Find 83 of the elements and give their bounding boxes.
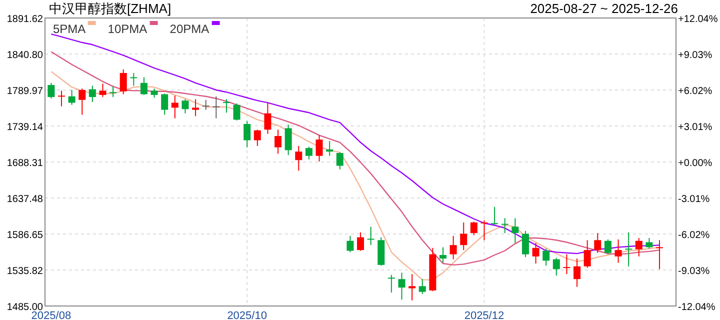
candlestick xyxy=(284,124,292,156)
x-tick-label: 2025/08 xyxy=(31,310,72,320)
candlestick xyxy=(388,274,395,294)
y-tick-label: 1891.62 xyxy=(6,14,44,25)
candlestick xyxy=(202,99,210,110)
candlestick xyxy=(346,235,354,253)
candlestick xyxy=(604,238,612,255)
candlestick xyxy=(336,152,344,170)
candlestick xyxy=(305,146,312,160)
candlestick xyxy=(244,120,251,148)
candlestick xyxy=(614,238,622,264)
candlestick xyxy=(656,240,664,270)
candlestick xyxy=(584,240,591,268)
candlestick xyxy=(58,90,65,107)
candlestick xyxy=(522,230,529,258)
y-tick-label: 1789.97 xyxy=(6,86,44,97)
candlestick xyxy=(408,274,416,301)
candlestick xyxy=(233,102,240,121)
candlestick xyxy=(552,257,560,276)
candlestick xyxy=(161,93,168,116)
y-tick-label: 1739.14 xyxy=(6,122,44,133)
candlestick xyxy=(594,232,602,254)
candlestick xyxy=(316,134,323,162)
y2-tick-label: +12.04% xyxy=(678,14,718,25)
candlestick xyxy=(182,98,189,114)
candlestick xyxy=(140,76,148,96)
candlestick xyxy=(470,221,478,236)
y-tick-label: 1637.48 xyxy=(6,194,44,205)
candlestick xyxy=(130,72,138,86)
candlestick xyxy=(48,82,55,99)
candlestick xyxy=(563,254,570,275)
x-tick-label: 2025/12 xyxy=(464,310,504,320)
legend-label: 20PMA xyxy=(170,22,210,36)
candlestick xyxy=(532,242,540,264)
chart-subtitle: 2025-08-27 ~ 2025-12-26 xyxy=(530,1,678,16)
y2-tick-label: -6.02% xyxy=(678,230,710,241)
candlestick xyxy=(295,145,302,172)
candlestick xyxy=(192,98,200,117)
candlestick xyxy=(212,96,220,119)
candlestick xyxy=(68,89,76,106)
candlestick xyxy=(491,206,498,226)
candlestick xyxy=(357,232,364,252)
candlestick xyxy=(254,129,261,146)
candlestick xyxy=(110,86,117,98)
y-tick-label: 1535.82 xyxy=(6,266,44,278)
candlestick xyxy=(274,129,282,154)
y2-tick-label: +0.00% xyxy=(678,158,712,169)
candlestick xyxy=(367,226,374,246)
y2-tick-label: +6.02% xyxy=(678,86,712,97)
candlestick xyxy=(264,102,272,134)
candlestick xyxy=(88,85,96,103)
candlestick xyxy=(635,238,642,257)
candlestick xyxy=(326,140,334,156)
chart-title: 中汉甲醇指数[ZHMA] xyxy=(49,1,172,16)
y-tick-label: 1586.65 xyxy=(6,230,44,242)
legend-label: 10PMA xyxy=(108,22,148,36)
candlestick xyxy=(646,238,653,250)
candlestick xyxy=(450,235,457,260)
candlestick xyxy=(625,232,632,267)
x-tick-label: 2025/10 xyxy=(227,310,267,320)
candlestick xyxy=(501,218,508,234)
y-tick-label: 1840.80 xyxy=(6,50,44,61)
candlestick xyxy=(418,278,426,294)
candlestick xyxy=(398,272,406,300)
candlestick xyxy=(480,220,488,241)
y-tick-label: 1688.31 xyxy=(6,158,44,169)
candlestick xyxy=(512,218,519,244)
candlestick xyxy=(150,88,158,98)
candlestick xyxy=(574,258,581,288)
candlestick xyxy=(78,88,86,116)
candlestick xyxy=(171,95,178,119)
y2-tick-label: -12.04% xyxy=(678,302,716,313)
y2-tick-label: +3.01% xyxy=(678,122,712,133)
y2-tick-label: +9.03% xyxy=(678,50,712,61)
candlestick xyxy=(222,98,230,114)
candlestick xyxy=(439,246,446,264)
y2-tick-label: -9.03% xyxy=(678,266,710,277)
candlestick xyxy=(120,68,127,95)
candlestick xyxy=(99,83,106,98)
candlestick xyxy=(542,248,550,266)
y2-tick-label: -3.01% xyxy=(678,194,710,205)
candlestick xyxy=(460,222,468,251)
legend-label: 5PMA xyxy=(53,22,86,36)
